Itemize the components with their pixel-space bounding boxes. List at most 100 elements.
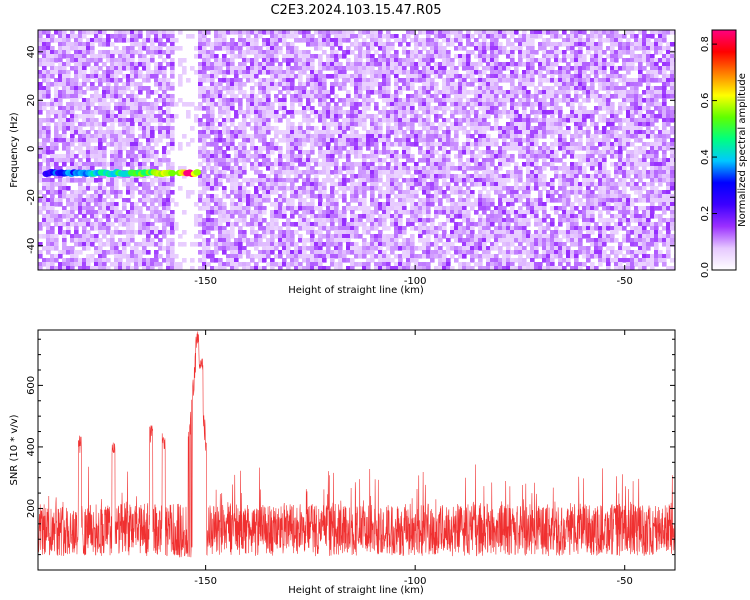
heatmap-cell [422, 86, 427, 91]
heatmap-cell [86, 162, 91, 167]
heatmap-cell [50, 54, 55, 59]
heatmap-cell [554, 82, 559, 87]
heatmap-cell [374, 38, 379, 43]
heatmap-cell [98, 174, 103, 179]
heatmap-cell [278, 30, 283, 35]
heatmap-cell [334, 118, 339, 123]
heatmap-cell [422, 170, 427, 175]
heatmap-cell [554, 106, 559, 111]
heatmap-cell [422, 46, 427, 51]
heatmap-cell [638, 174, 643, 179]
heatmap-cell [222, 42, 227, 47]
heatmap-cell [170, 98, 175, 103]
heatmap-cell [58, 122, 63, 127]
heatmap-cell [594, 70, 599, 75]
heatmap-cell [278, 166, 283, 171]
heatmap-cell [470, 98, 475, 103]
heatmap-cell [434, 66, 439, 71]
heatmap-cell [150, 50, 155, 55]
heatmap-cell [282, 30, 287, 35]
heatmap-cell [458, 42, 463, 47]
heatmap-cell [62, 146, 67, 151]
heatmap-cell [314, 134, 319, 139]
heatmap-cell [58, 38, 63, 43]
heatmap-cell [338, 178, 343, 183]
heatmap-cell [90, 74, 95, 79]
heatmap-cell [490, 94, 495, 99]
heatmap-cell [382, 98, 387, 103]
heatmap-cell [554, 78, 559, 83]
heatmap-cell [118, 90, 123, 95]
heatmap-cell [414, 50, 419, 55]
heatmap-cell [614, 118, 619, 123]
heatmap-cell [218, 138, 223, 143]
heatmap-cell [414, 114, 419, 119]
heatmap-cell [102, 190, 107, 195]
heatmap-cell [654, 30, 659, 35]
heatmap-cell [402, 34, 407, 39]
heatmap-cell [202, 174, 207, 179]
heatmap-cell [494, 106, 499, 111]
heatmap-cell [498, 174, 503, 179]
heatmap-cell [658, 86, 663, 91]
heatmap-cell [326, 30, 331, 35]
heatmap-cell [370, 138, 375, 143]
heatmap-cell [510, 122, 515, 127]
heatmap-cell [610, 34, 615, 39]
heatmap-cell [318, 62, 323, 67]
heatmap-cell [130, 194, 135, 199]
heatmap-cell [362, 166, 367, 171]
heatmap-cell [434, 50, 439, 55]
heatmap-cell [510, 110, 515, 115]
heatmap-cell [390, 118, 395, 123]
heatmap-cell [454, 82, 459, 87]
heatmap-cell [158, 190, 163, 195]
heatmap-cell [546, 94, 551, 99]
heatmap-cell [502, 138, 507, 143]
heatmap-cell [522, 186, 527, 191]
heatmap-cell [422, 38, 427, 43]
heatmap-cell [198, 42, 203, 47]
heatmap-cell [370, 178, 375, 183]
heatmap-cell [42, 90, 47, 95]
heatmap-cell [654, 90, 659, 95]
heatmap-cell [494, 70, 499, 75]
heatmap-cell [426, 106, 431, 111]
heatmap-cell [522, 114, 527, 119]
heatmap-cell [178, 62, 183, 67]
heatmap-cell [122, 74, 127, 79]
heatmap-cell [258, 170, 263, 175]
heatmap-cell [378, 166, 383, 171]
heatmap-cell [502, 174, 507, 179]
heatmap-cell [434, 54, 439, 59]
heatmap-cell [166, 86, 171, 91]
heatmap-cell [42, 94, 47, 99]
heatmap-cell [486, 154, 491, 159]
heatmap-cell [302, 110, 307, 115]
heatmap-cell [474, 30, 479, 35]
heatmap-cell [122, 30, 127, 35]
heatmap-cell [466, 122, 471, 127]
heatmap-cell [566, 98, 571, 103]
heatmap-cell [122, 118, 127, 123]
heatmap-cell [42, 194, 47, 199]
heatmap-cell [670, 154, 675, 159]
heatmap-cell [370, 90, 375, 95]
heatmap-cell [502, 102, 507, 107]
heatmap-cell [630, 178, 635, 183]
heatmap-cell [158, 78, 163, 83]
heatmap-cell [254, 106, 259, 111]
heatmap-cell [250, 154, 255, 159]
heatmap-cell [318, 102, 323, 107]
heatmap-cell [426, 94, 431, 99]
heatmap-cell [274, 74, 279, 79]
heatmap-cell [578, 122, 583, 127]
heatmap-cell [510, 126, 515, 131]
heatmap-cell [510, 46, 515, 51]
heatmap-cell [286, 126, 291, 131]
heatmap-cell [330, 122, 335, 127]
heatmap-cell [110, 130, 115, 135]
heatmap-cell [254, 170, 259, 175]
heatmap-cell [442, 150, 447, 155]
heatmap-cell [146, 146, 151, 151]
